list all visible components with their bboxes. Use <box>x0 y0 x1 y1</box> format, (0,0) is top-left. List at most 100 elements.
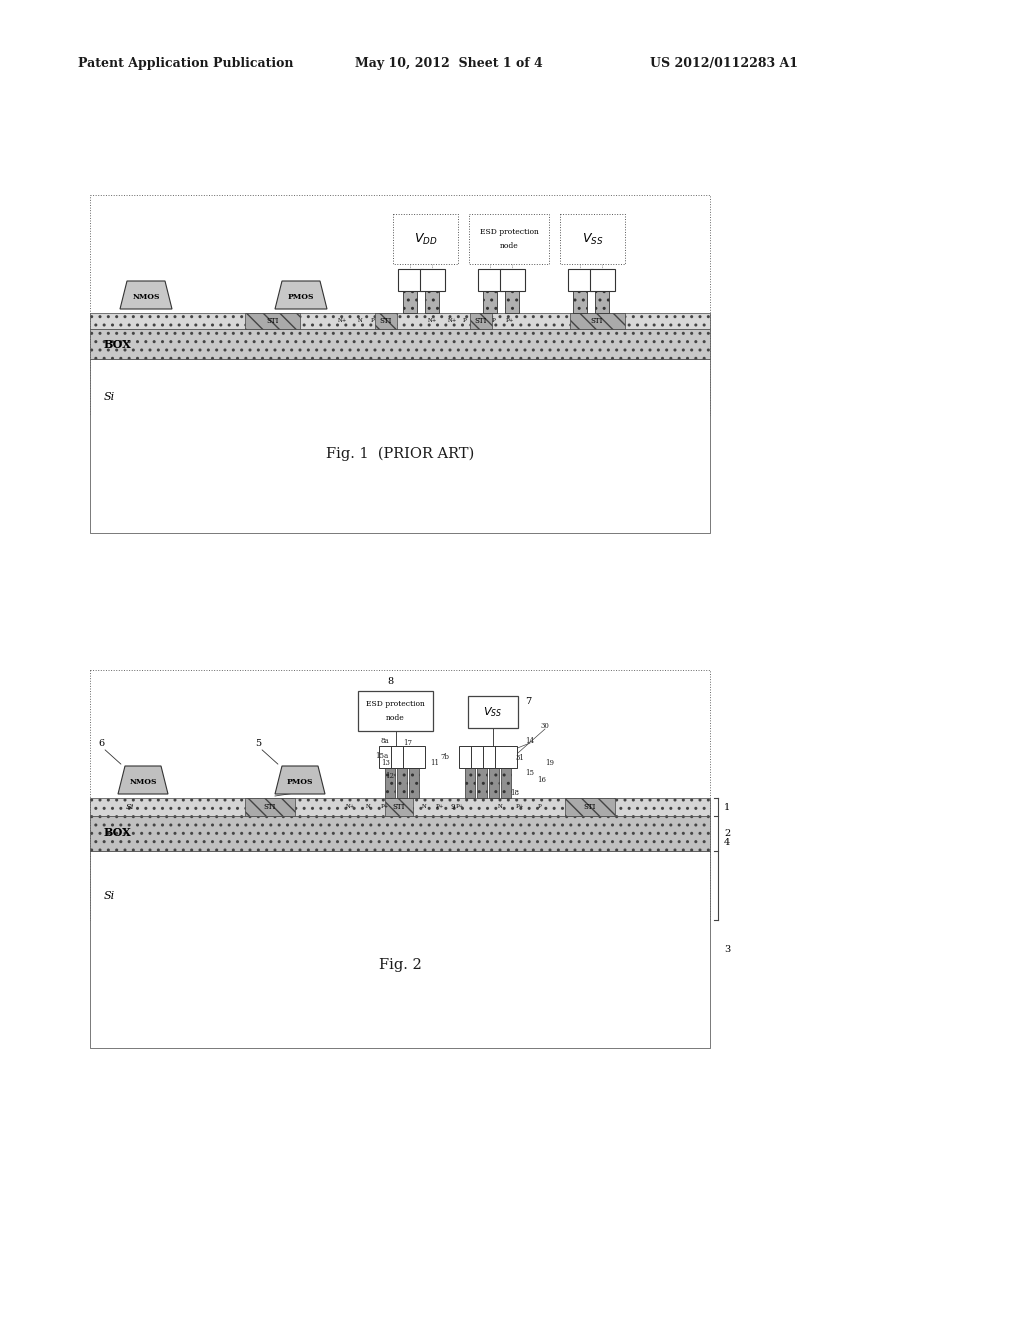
Text: 14: 14 <box>525 737 535 744</box>
Text: P: P <box>493 318 496 323</box>
Text: Patent Application Publication: Patent Application Publication <box>78 57 294 70</box>
Text: STI: STI <box>393 803 406 810</box>
Text: Fig. 1  (PRIOR ART): Fig. 1 (PRIOR ART) <box>326 447 474 462</box>
Text: STI: STI <box>475 317 487 325</box>
Bar <box>470 313 492 329</box>
Text: N+: N+ <box>427 318 436 323</box>
Text: 12: 12 <box>385 772 394 780</box>
Bar <box>495 746 517 768</box>
Bar <box>391 746 413 768</box>
Bar <box>425 290 439 313</box>
Text: 11: 11 <box>430 759 439 767</box>
Text: 17: 17 <box>403 739 413 747</box>
Bar <box>397 269 423 290</box>
Bar <box>90 851 710 1048</box>
Text: Fig. 2: Fig. 2 <box>379 958 421 972</box>
Text: N+: N+ <box>337 318 347 323</box>
Bar <box>477 768 487 799</box>
Text: PMOS: PMOS <box>288 293 314 301</box>
Text: P+: P+ <box>516 804 524 809</box>
Text: 8a: 8a <box>381 737 389 744</box>
Text: $V_{SS}$: $V_{SS}$ <box>582 231 603 247</box>
Text: ESD protection: ESD protection <box>366 700 425 708</box>
Bar <box>409 768 419 799</box>
Text: node: node <box>386 714 404 722</box>
Text: N+: N+ <box>447 318 457 323</box>
Bar <box>459 746 481 768</box>
Text: N: N <box>357 318 362 323</box>
Text: 16: 16 <box>538 776 547 784</box>
Polygon shape <box>275 766 325 795</box>
Bar <box>468 696 518 729</box>
Bar <box>245 799 295 816</box>
Text: ESD protection: ESD protection <box>479 228 539 236</box>
Text: 4: 4 <box>724 838 730 846</box>
Bar <box>465 768 475 799</box>
Text: 15: 15 <box>525 770 535 777</box>
Text: $V_{SS}$: $V_{SS}$ <box>483 705 503 719</box>
Text: 18: 18 <box>285 785 296 795</box>
Bar <box>90 359 710 533</box>
Text: STI: STI <box>591 317 603 325</box>
Bar <box>375 313 397 329</box>
Bar <box>403 290 417 313</box>
Text: 3: 3 <box>724 945 730 954</box>
Text: 5: 5 <box>255 739 261 748</box>
Text: P+: P+ <box>436 804 444 809</box>
Bar <box>489 768 499 799</box>
Bar <box>477 269 503 290</box>
Bar <box>570 313 625 329</box>
Bar <box>469 214 549 264</box>
Text: 7b: 7b <box>440 752 450 762</box>
Bar <box>379 746 401 768</box>
Bar <box>90 195 710 414</box>
Bar <box>90 671 710 920</box>
Text: BOX: BOX <box>104 828 132 838</box>
Bar <box>565 799 615 816</box>
Polygon shape <box>120 281 172 309</box>
Text: N: N <box>422 804 426 809</box>
Bar <box>500 269 524 290</box>
Text: P: P <box>371 318 375 323</box>
Text: 8: 8 <box>387 676 393 685</box>
Bar <box>560 214 625 264</box>
Text: N+: N+ <box>345 804 354 809</box>
Bar <box>573 290 587 313</box>
Bar <box>420 269 444 290</box>
Text: 7: 7 <box>525 697 531 705</box>
Text: Si: Si <box>104 891 115 902</box>
Text: P: P <box>539 804 542 809</box>
Text: Si: Si <box>126 803 134 810</box>
Bar <box>483 746 505 768</box>
Polygon shape <box>275 281 327 309</box>
Bar <box>590 269 614 290</box>
Bar <box>501 768 511 799</box>
Polygon shape <box>118 766 168 795</box>
Text: N: N <box>498 804 503 809</box>
Text: P+: P+ <box>381 804 389 809</box>
Text: 6: 6 <box>98 739 104 748</box>
Bar <box>90 799 710 816</box>
Bar <box>385 799 413 816</box>
Text: May 10, 2012  Sheet 1 of 4: May 10, 2012 Sheet 1 of 4 <box>355 57 543 70</box>
Text: P+: P+ <box>506 318 514 323</box>
Bar <box>358 690 433 731</box>
Text: 19: 19 <box>546 759 555 767</box>
Text: STI: STI <box>584 803 596 810</box>
Text: 15a: 15a <box>376 752 389 760</box>
Bar <box>483 290 497 313</box>
Text: US 2012/0112283 A1: US 2012/0112283 A1 <box>650 57 798 70</box>
Text: 2: 2 <box>724 829 730 838</box>
Bar <box>567 269 593 290</box>
Bar <box>403 746 425 768</box>
Text: P: P <box>463 318 467 323</box>
Text: 31: 31 <box>515 754 524 762</box>
Bar <box>393 214 458 264</box>
Text: node: node <box>500 242 518 249</box>
Bar <box>471 746 493 768</box>
Text: Si: Si <box>104 392 115 403</box>
Text: 13: 13 <box>382 759 390 767</box>
Text: STI: STI <box>380 317 392 325</box>
Bar <box>90 329 710 359</box>
Text: NMOS: NMOS <box>132 293 160 301</box>
